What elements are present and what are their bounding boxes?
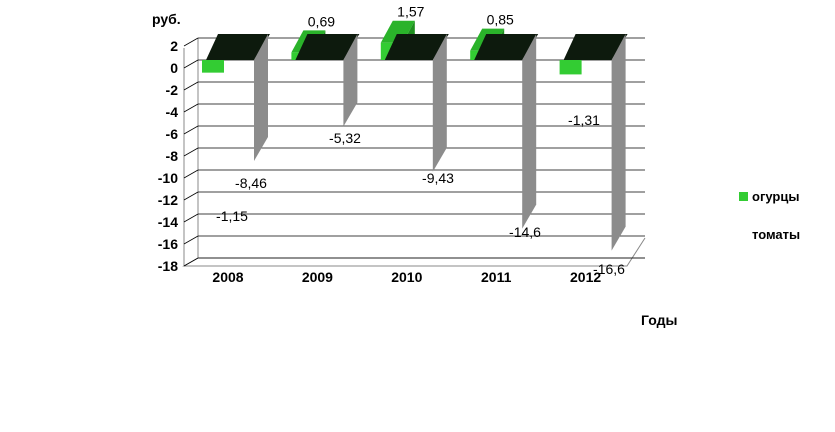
tomato-bar-top: [563, 34, 628, 60]
x-tick-label: 2009: [302, 269, 333, 285]
tomato-data-label: -5,32: [329, 130, 361, 146]
gridline-side: [183, 147, 199, 157]
legend-label: томаты: [752, 226, 801, 242]
cucumber-data-label: -1,31: [568, 112, 600, 128]
legend: огурцы томаты: [739, 186, 800, 262]
gridline-side: [183, 169, 199, 179]
tomato-bar-top: [384, 34, 449, 60]
y-tick-label: -2: [166, 82, 179, 98]
gridline-side: [183, 37, 199, 47]
cucumber-data-label: 1,57: [397, 4, 424, 20]
y-tick-label: -10: [158, 170, 178, 186]
legend-item-cucumbers: огурцы: [739, 186, 800, 206]
tomato-bar-side: [432, 34, 447, 172]
tomato-bar-top: [474, 34, 539, 60]
bars: [202, 20, 628, 251]
legend-swatch: [739, 191, 748, 201]
gridline-side: [183, 191, 199, 201]
y-tick-label: -14: [158, 214, 178, 230]
gridline-side: [183, 235, 199, 245]
tomato-bar-side: [611, 34, 626, 251]
tomato-bar-side: [343, 34, 358, 127]
legend-item-tomatoes: томаты: [739, 224, 800, 244]
data-labels: -1,15 -8,46 0,69 -5,32 1,57 -9,43 0,85 -14,6 -1,…: [216, 4, 625, 277]
tomato-data-label: -14,6: [509, 224, 541, 240]
cucumber-data-label: -1,15: [216, 208, 248, 224]
y-tick-label: -18: [158, 258, 178, 274]
tomato-bar-side: [254, 34, 268, 162]
x-tick-label: 2008: [212, 269, 243, 285]
x-tick-label: 2012: [570, 269, 601, 285]
cucumber-bar: [202, 60, 224, 73]
y-tick-label: -4: [166, 104, 179, 120]
tomato-bar-top: [206, 34, 270, 60]
y-tick-labels: 2 0 -2 -4 -6 -8 -10 -12 -14 -16 -18: [158, 38, 178, 274]
tomato-data-label: -9,43: [422, 170, 454, 186]
gridline-side: [183, 125, 199, 135]
cucumber-data-label: 0,85: [487, 12, 514, 28]
cucumber-bar-top: [380, 20, 415, 43]
y-tick-label: -6: [166, 126, 179, 142]
gridline-side: [183, 59, 199, 69]
tomato-data-label: -16,6: [593, 261, 625, 277]
floor: [182, 237, 646, 267]
cucumber-bar: [559, 60, 582, 75]
gridline-side: [183, 213, 199, 223]
tomato-data-label: -8,46: [235, 175, 267, 191]
legend-label: огурцы: [752, 188, 800, 204]
gridline-side: [183, 257, 199, 267]
y-tick-label: -8: [166, 148, 179, 164]
tomato-bar-side: [522, 34, 537, 229]
y-tick-label: -16: [158, 236, 178, 252]
tomato-bar-top: [295, 34, 360, 60]
y-axis-label: руб.: [152, 11, 181, 27]
x-tick-label: 2011: [481, 269, 512, 285]
gridline-side: [183, 81, 199, 91]
gridline-side: [183, 103, 199, 113]
y-tick-label: 2: [170, 38, 178, 54]
x-axis-title: Годы: [641, 312, 678, 328]
x-tick-labels: 2008 2009 2010 2011 2012: [212, 269, 601, 285]
x-tick-label: 2010: [391, 269, 422, 285]
y-tick-label: 0: [170, 60, 178, 76]
y-tick-label: -12: [158, 192, 178, 208]
cucumber-data-label: 0,69: [308, 13, 335, 29]
